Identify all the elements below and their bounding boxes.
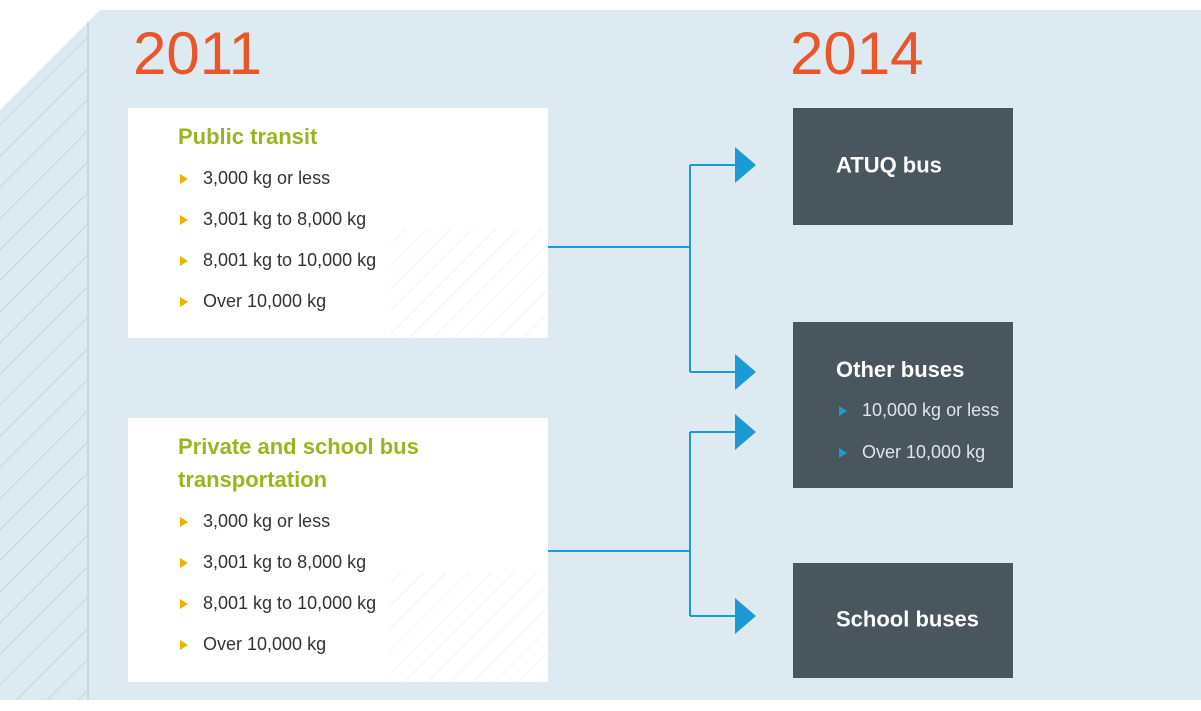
hatch-strip (0, 22, 88, 700)
bullet (180, 558, 188, 568)
year: 2014 (790, 20, 923, 87)
box-title: transportation (178, 467, 327, 492)
bullet (180, 256, 188, 266)
box-title: Other buses (836, 357, 964, 382)
bullet (180, 174, 188, 184)
arrowheads (735, 147, 756, 634)
bullet (180, 640, 188, 650)
box (793, 108, 1013, 225)
box-item: Over 10,000 kg (862, 442, 985, 462)
box-item: Over 10,000 kg (203, 291, 326, 311)
box-title: School buses (836, 606, 979, 631)
left-boxes: Public transit 3,000 kg or less 3,001 kg t… (128, 108, 548, 682)
box-title: Public transit (178, 124, 318, 149)
box-hatch (390, 572, 548, 682)
box (793, 322, 1013, 488)
bullet (180, 599, 188, 609)
bullet (839, 406, 847, 416)
box-title: ATUQ bus (836, 152, 942, 177)
year: 2011 (133, 20, 262, 87)
bullet (839, 448, 847, 458)
box-item: 3,001 kg to 8,000 kg (203, 552, 366, 572)
box-item: 8,001 kg to 10,000 kg (203, 593, 376, 613)
box-item: 3,000 kg or less (203, 168, 330, 188)
bullet (180, 215, 188, 225)
box (793, 563, 1013, 678)
box-item: 10,000 kg or less (862, 400, 999, 420)
box-item: 3,001 kg to 8,000 kg (203, 209, 366, 229)
connectors (548, 164, 738, 617)
box-item: Over 10,000 kg (203, 634, 326, 654)
box-title: Private and school bus (178, 434, 419, 459)
bullet (180, 297, 188, 307)
box-item: 3,000 kg or less (203, 511, 330, 531)
right-boxes: ATUQ bus Other buses 10,000 kg or less Over… (793, 108, 1013, 678)
box-item: 8,001 kg to 10,000 kg (203, 250, 376, 270)
box-hatch (390, 228, 548, 338)
bullet (180, 517, 188, 527)
